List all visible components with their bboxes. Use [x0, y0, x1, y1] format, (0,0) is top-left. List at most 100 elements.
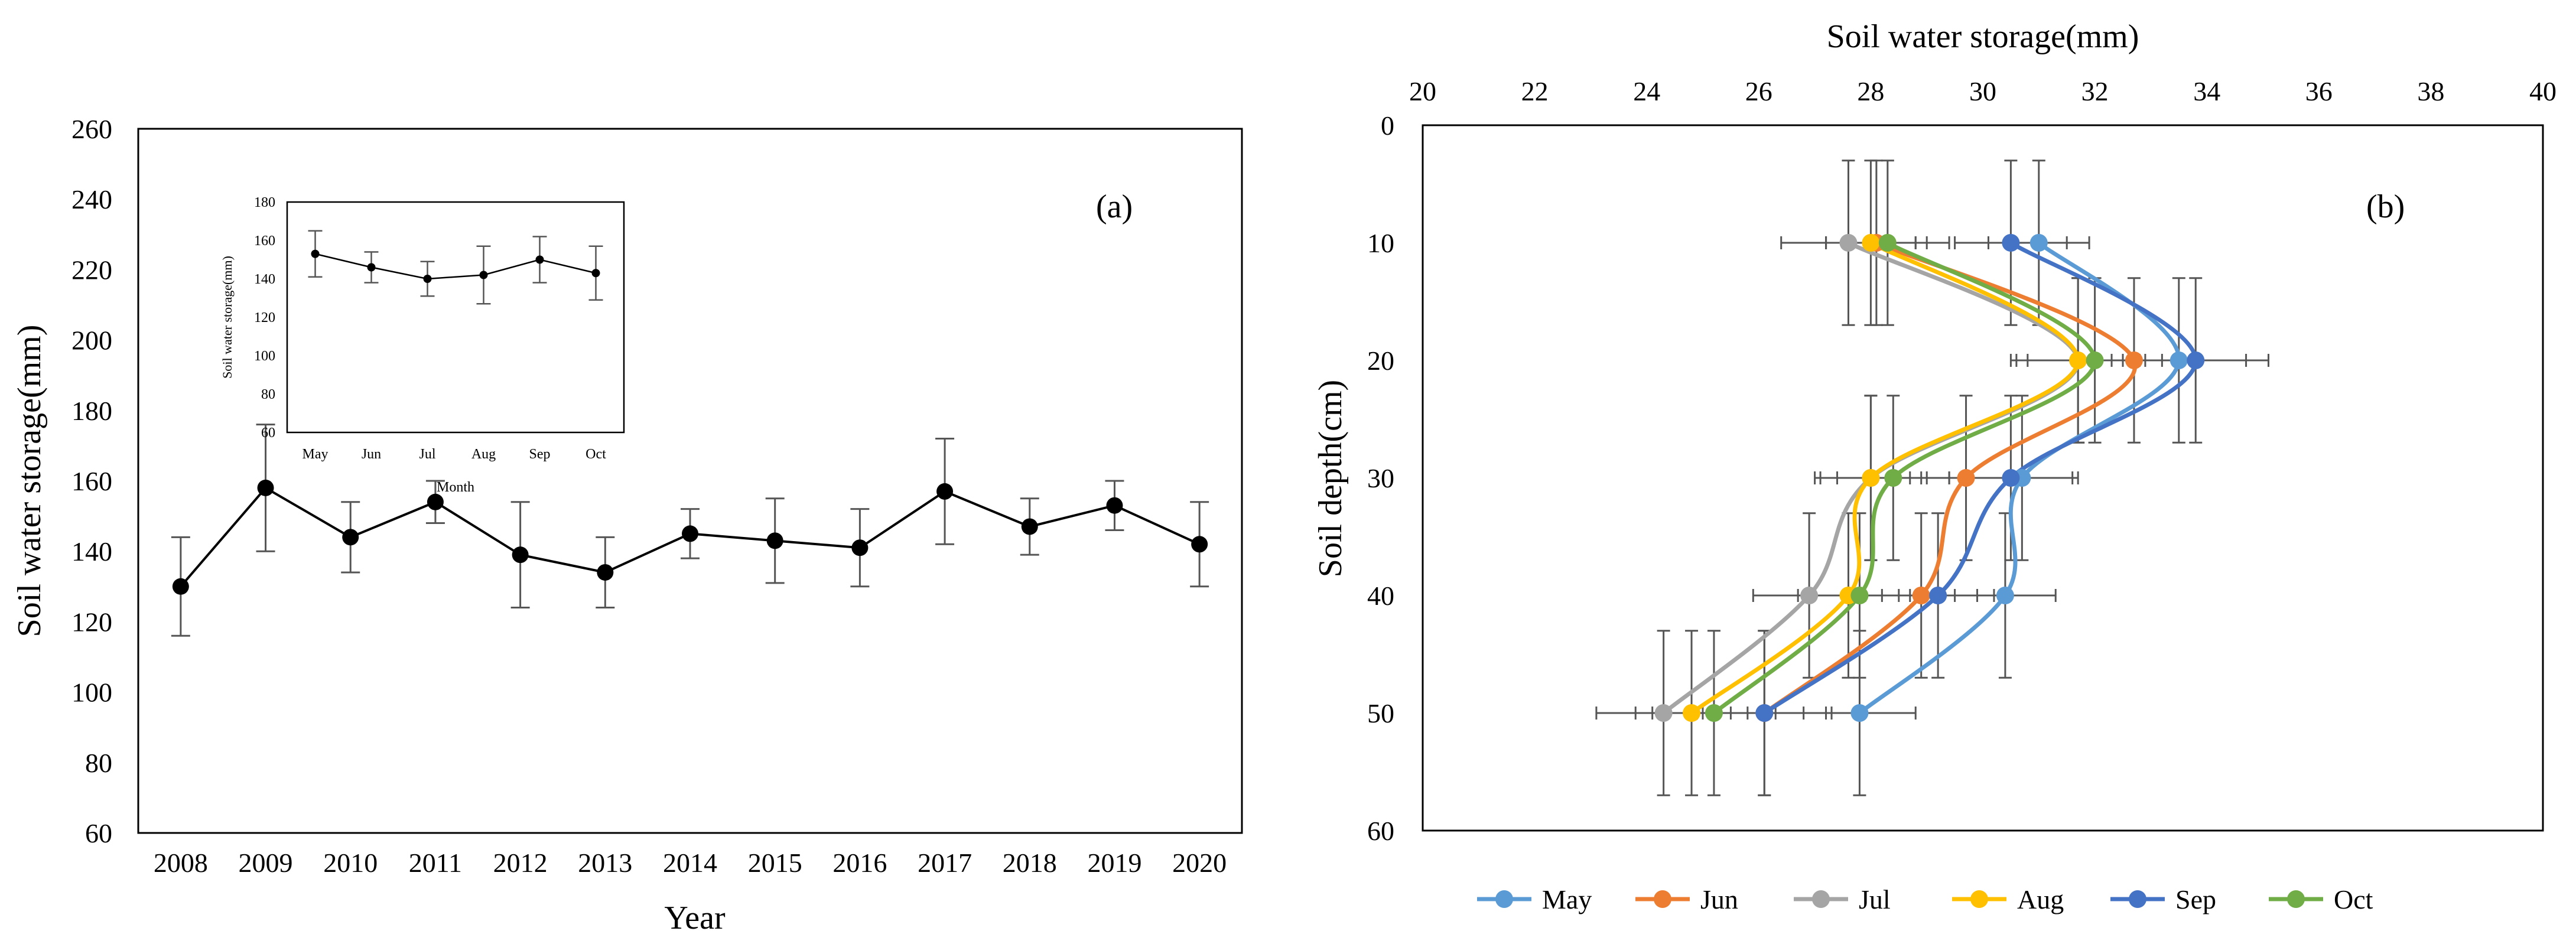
legend-label: Jun [1700, 884, 1738, 914]
inset-x-axis-title: Month [437, 480, 474, 495]
data-point [1106, 497, 1123, 514]
x-tick-label: 28 [1857, 76, 1884, 106]
x-tick-label: 40 [2529, 76, 2557, 106]
inset-data-marks [308, 230, 603, 305]
data-point-jun [2125, 351, 2143, 369]
series-line-sep [1763, 241, 2198, 715]
panel-a-x-tick-labels: 2008 2009 2010 2011 2012 2013 2014 2015 2016 2017… [154, 848, 1227, 878]
x-tick-label: 36 [2305, 76, 2333, 106]
legend-swatch-marker [1654, 890, 1671, 908]
data-point [427, 493, 444, 510]
y-tick-label: 200 [71, 325, 112, 356]
y-tick-label: 180 [71, 396, 112, 426]
panel-b-data-marks [1595, 159, 2269, 796]
inset-data-point [479, 271, 488, 279]
data-point-may [2029, 234, 2048, 252]
inset-data-point [591, 269, 600, 278]
data-point-may [1850, 704, 1869, 722]
x-tick-label: 30 [1969, 76, 1996, 106]
y-tick-label: 60 [85, 818, 112, 848]
x-tick-label: 2016 [832, 848, 887, 878]
data-point-jul [1839, 234, 1858, 252]
inset-x-tick-labels: May Jun Jul Aug Sep Oct [303, 447, 607, 462]
data-point [342, 529, 359, 546]
data-point [257, 479, 274, 496]
x-tick-label: 2009 [239, 848, 293, 878]
inset-y-axis-title: Soil water storage(mm) [220, 256, 235, 379]
data-point-sep [1929, 587, 1947, 604]
y-tick-label: 10 [1367, 228, 1394, 258]
inset-x-tick-label: Sep [529, 447, 551, 462]
data-point [851, 539, 869, 556]
y-tick-label: 260 [71, 114, 112, 144]
panel-b: (b) Soil water storage(mm) Soil depth(cm… [1312, 18, 2557, 914]
data-point-sep [2002, 469, 2020, 487]
inset-data-point [311, 249, 320, 258]
data-point-aug [1862, 469, 1880, 487]
panel-a-label: (a) [1096, 188, 1133, 225]
data-point [512, 546, 529, 564]
legend-item-sep: Sep [2110, 884, 2216, 914]
data-point-jun [1912, 587, 1930, 604]
y-tick-label: 30 [1367, 463, 1394, 493]
inset-y-tick-labels: 60 80 100 120 140 160 180 [254, 195, 275, 441]
y-tick-label: 240 [71, 184, 112, 214]
x-tick-label: 24 [1633, 76, 1660, 106]
data-point-may [1996, 587, 2014, 604]
data-point [936, 483, 954, 500]
legend-label: Aug [2017, 884, 2064, 914]
data-point-may [2170, 351, 2188, 369]
legend-item-oct: Oct [2269, 884, 2373, 914]
inset-x-tick-label: Aug [471, 447, 496, 462]
data-point-sep [2002, 234, 2020, 252]
legend-item-jun: Jun [1635, 884, 1738, 914]
panel-a-x-axis-title: Year [664, 900, 726, 936]
legend-item-jul: Jul [1794, 884, 1891, 914]
y-tick-label: 50 [1367, 698, 1394, 728]
data-point-oct [1705, 704, 1723, 722]
inset-plot-frame [286, 201, 625, 434]
data-point-aug [1683, 704, 1701, 722]
y-tick-label: 20 [1367, 346, 1394, 376]
inset-y-tick-label: 60 [261, 425, 275, 441]
data-point-aug [1862, 234, 1880, 252]
inset-data-point [367, 263, 376, 272]
series-line-aug [1690, 240, 2080, 715]
x-tick-label: 2014 [663, 848, 717, 878]
y-tick-label: 160 [71, 466, 112, 496]
x-tick-label: 2013 [578, 848, 632, 878]
data-point [682, 525, 698, 542]
legend-label: Oct [2334, 884, 2373, 914]
series-line-jun [1763, 240, 2138, 715]
y-tick-label: 140 [71, 536, 112, 567]
panel-a-data-marks [171, 424, 1209, 637]
data-point-sep [2187, 351, 2205, 369]
panel-a-y-tick-labels: 60 80 100 120 140 160 180 200 220 240 260 [71, 114, 112, 848]
panel-a: (a) Year Soil water storage(mm) 60 80 100 1… [11, 114, 1243, 936]
legend-swatch-marker [2129, 890, 2146, 908]
y-tick-label: 60 [1367, 816, 1394, 846]
legend-item-aug: Aug [1952, 884, 2064, 914]
inset-y-tick-label: 140 [254, 272, 275, 287]
x-tick-label: 2020 [1172, 848, 1227, 878]
data-point [1021, 518, 1038, 535]
inset-y-tick-label: 180 [254, 195, 275, 210]
x-tick-label: 34 [2193, 76, 2220, 106]
legend-item-may: May [1477, 884, 1592, 914]
legend-label: Jul [1859, 884, 1891, 914]
x-tick-label: 2012 [493, 848, 548, 878]
data-point-oct [1850, 587, 1869, 604]
data-point [597, 564, 614, 581]
inset-x-tick-label: Jun [362, 447, 381, 462]
x-tick-label: 2010 [323, 848, 378, 878]
panel-b-plot-frame [1422, 124, 2544, 832]
inset-y-tick-label: 100 [254, 349, 275, 364]
x-tick-label: 22 [1521, 76, 1549, 106]
legend-label: Sep [2175, 884, 2216, 914]
x-tick-label: 2015 [748, 848, 802, 878]
x-tick-label: 2008 [154, 848, 208, 878]
data-point-jul [1800, 587, 1819, 604]
data-point-oct [1878, 234, 1897, 252]
x-tick-label: 32 [2081, 76, 2109, 106]
inset-chart: Month Soil water storage(mm) 60 80 100 120 1… [220, 195, 625, 495]
